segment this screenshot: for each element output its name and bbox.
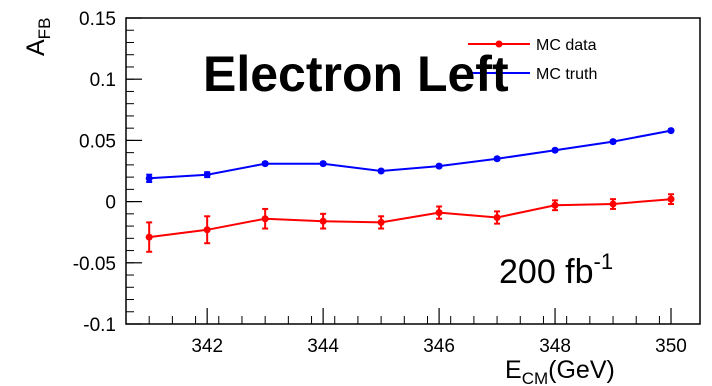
y-tick-label: -0.1 xyxy=(83,315,116,336)
chart-title: Electron Left xyxy=(203,46,509,102)
legend: MC data MC truth xyxy=(468,37,597,83)
point-mc-data xyxy=(377,218,385,226)
y-axis-title: AFB xyxy=(22,18,54,56)
x-tick-label: 350 xyxy=(655,336,687,357)
legend-label-mc-truth: MC truth xyxy=(536,66,597,83)
point-mc-data xyxy=(203,226,211,234)
point-mc-data xyxy=(319,217,327,225)
point-mc-truth xyxy=(551,146,559,154)
point-mc-truth xyxy=(377,167,385,175)
point-mc-data xyxy=(435,209,443,217)
point-mc-truth xyxy=(203,171,211,179)
point-mc-data xyxy=(493,214,501,222)
point-mc-truth xyxy=(609,138,617,146)
point-mc-truth xyxy=(493,155,501,163)
point-mc-data xyxy=(261,215,269,223)
y-tick-label: 0.05 xyxy=(79,131,116,152)
y-tick-label: 0.1 xyxy=(90,70,116,91)
y-tick-label: 0 xyxy=(105,193,116,214)
point-mc-truth xyxy=(667,127,675,135)
point-mc-truth xyxy=(435,162,443,170)
series-line-mc-data xyxy=(149,198,672,239)
axis-ticks: -0.1 -0.05 0 0.05 0.1 0.15 342 344 346 348 350 xyxy=(73,9,687,357)
point-mc-truth xyxy=(319,160,327,168)
x-tick-label: 344 xyxy=(307,336,339,357)
x-tick-label: 348 xyxy=(539,336,571,357)
x-tick-label: 346 xyxy=(423,336,455,357)
y-tick-label: 0.15 xyxy=(79,9,116,30)
point-mc-data xyxy=(551,201,559,209)
legend-dot-mc-truth xyxy=(495,69,503,77)
y-tick-label: -0.05 xyxy=(73,254,116,275)
point-mc-data xyxy=(609,200,617,208)
point-mc-truth xyxy=(261,160,269,168)
x-tick-label: 342 xyxy=(191,336,223,357)
series-line-mc-truth xyxy=(149,129,672,180)
point-mc-truth xyxy=(145,174,153,182)
series-layer xyxy=(145,127,675,253)
legend-dot-mc-data xyxy=(495,40,503,48)
x-axis-title: ECM(GeV) xyxy=(505,356,615,386)
point-mc-data xyxy=(145,233,153,241)
luminosity-annotation: 200 fb-1 xyxy=(499,249,613,291)
plot-frame xyxy=(125,17,701,325)
point-mc-data xyxy=(667,195,675,203)
legend-label-mc-data: MC data xyxy=(536,37,597,54)
